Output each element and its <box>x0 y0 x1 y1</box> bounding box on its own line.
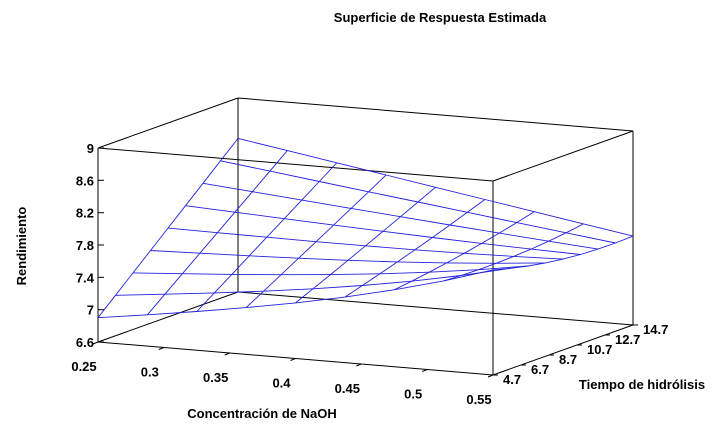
x-tick <box>224 352 230 356</box>
z-tick-label: 7 <box>87 303 94 318</box>
box-edge <box>97 97 239 149</box>
x-tick-label: 0.35 <box>203 370 228 385</box>
surface-line <box>245 174 387 308</box>
surface-line <box>196 162 338 312</box>
y-tick-label: 10.7 <box>587 342 612 357</box>
surface-line <box>97 269 494 319</box>
surface-line <box>295 186 436 304</box>
z-tick-label: 7.8 <box>76 238 94 253</box>
y-tick-label: 12.7 <box>615 332 640 347</box>
z-tick-label: 8.6 <box>76 173 94 188</box>
z-axis-ticks: 6.6 7 7.4 7.8 8.2 8.6 9 <box>76 141 104 350</box>
x-tick-label: 0.5 <box>404 387 422 402</box>
x-tick <box>356 363 362 367</box>
box-edge <box>492 324 634 376</box>
x-tick-label: 0.25 <box>71 359 96 374</box>
y-axis-ticks: 4.7 6.7 8.7 10.712.714.7 <box>493 322 668 387</box>
x-tick <box>422 369 428 372</box>
surface-line <box>237 137 634 237</box>
x-tick-label: 0.4 <box>272 376 291 391</box>
z-tick-label: 7.4 <box>76 270 95 285</box>
surface-line <box>97 138 239 318</box>
x-tick <box>158 347 164 350</box>
y-tick-label: 14.7 <box>643 322 668 337</box>
x-axis-label: Concentración de NaOH <box>187 406 337 421</box>
box-edge <box>237 97 634 132</box>
bounding-box <box>97 97 634 376</box>
surface-line <box>344 199 486 298</box>
z-tick-label: 9 <box>87 141 94 156</box>
surface-line <box>443 223 584 282</box>
x-tick <box>487 374 494 378</box>
x-tick-label: 0.55 <box>466 392 491 407</box>
chart-title: Superficie de Respuesta Estimada <box>334 10 547 25</box>
y-tick-label: 8.7 <box>559 352 577 367</box>
surface-line <box>147 150 288 316</box>
surface-line <box>150 250 546 264</box>
x-axis-ticks: 0.25 0.3 0.35 0.4 0.45 0.5 0.55 <box>71 341 494 407</box>
box-edge <box>492 130 634 182</box>
surface-line <box>492 235 634 271</box>
y-axis-label: Tiempo de hidrólisis <box>579 377 705 392</box>
surface-line <box>394 211 535 291</box>
box-edge <box>237 291 634 326</box>
z-tick-label: 6.6 <box>76 335 94 350</box>
response-surface <box>97 137 634 319</box>
z-axis-label: Rendimiento <box>14 207 29 286</box>
y-tick-label: 6.7 <box>531 362 549 377</box>
box-edge <box>97 291 239 343</box>
x-tick-label: 0.45 <box>335 381 360 396</box>
surface-line <box>115 267 511 296</box>
box-edge <box>97 147 494 182</box>
z-tick-label: 8.2 <box>76 206 94 221</box>
y-tick-label: 4.7 <box>503 372 521 387</box>
x-tick <box>92 341 99 345</box>
x-tick <box>290 358 296 361</box>
x-tick-label: 0.3 <box>141 365 159 380</box>
